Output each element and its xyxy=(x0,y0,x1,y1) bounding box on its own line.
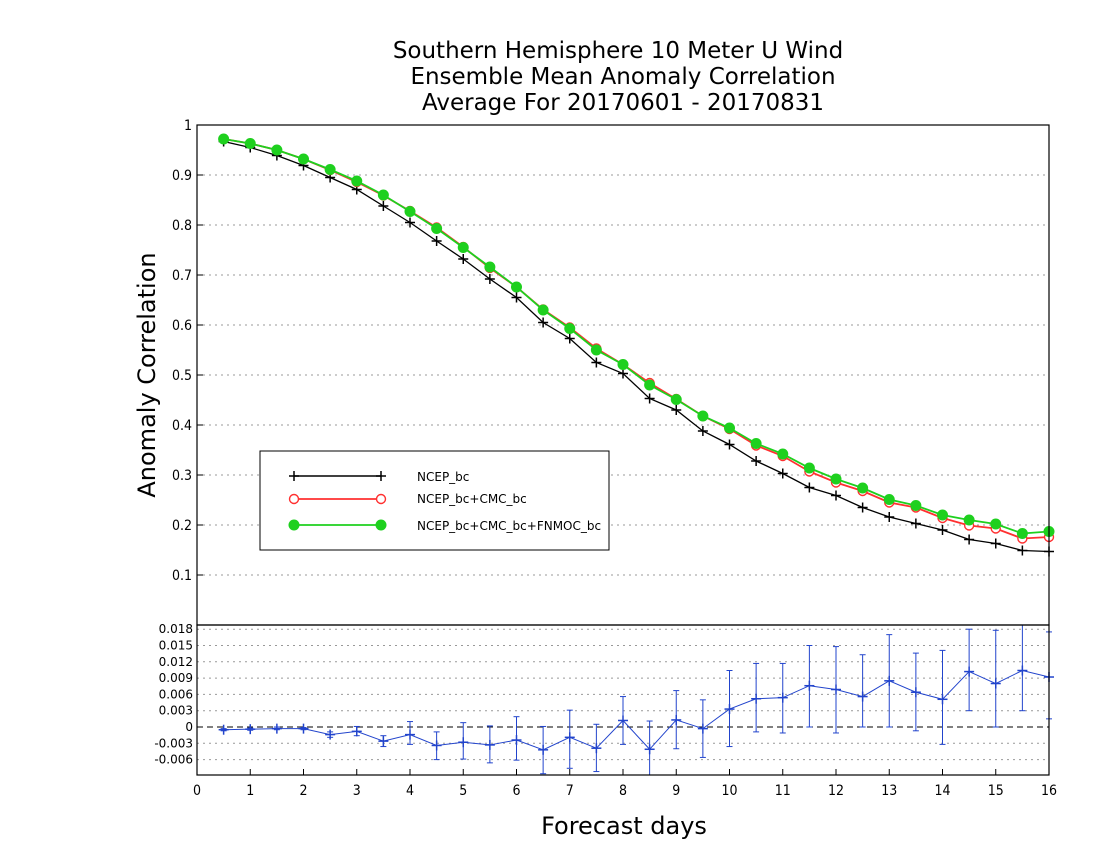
y-axis-label: Anomaly Correlation xyxy=(133,252,161,497)
xtick-label: 7 xyxy=(566,783,574,799)
axis-ticks: 0.1 0.2 0.3 0.4 0.5 0.6 0.7 0.8 0.9 1 -0.006 -0.003… xyxy=(154,118,1057,799)
xtick-label: 10 xyxy=(721,783,737,799)
ytick-label-top: 0.8 xyxy=(172,218,192,234)
ytick-label-bottom: -0.003 xyxy=(154,736,193,750)
difference-series xyxy=(218,625,1054,775)
series-point xyxy=(670,394,682,405)
xtick-label: 13 xyxy=(881,783,897,799)
ytick-label-top: 0.3 xyxy=(172,468,192,484)
chart-title-line-1: Southern Hemisphere 10 Meter U Wind xyxy=(393,38,843,64)
ytick-label-bottom: 0.015 xyxy=(159,639,193,653)
ytick-label-bottom: 0 xyxy=(185,720,193,734)
legend-box xyxy=(259,450,610,551)
series-point xyxy=(857,482,869,494)
ytick-label-bottom: -0.006 xyxy=(154,753,193,767)
bottom-panel-series xyxy=(218,625,1054,775)
series-point xyxy=(218,133,230,145)
ytick-label-bottom: 0.006 xyxy=(159,687,193,701)
series-point xyxy=(244,138,256,149)
series-point xyxy=(377,189,389,201)
ytick-label-top: 1 xyxy=(184,118,192,134)
ytick-label-top: 0.7 xyxy=(172,268,192,284)
series-2 xyxy=(218,133,1055,539)
chart-title-line-2: Ensemble Mean Anomaly Correlation xyxy=(410,64,835,90)
series-point xyxy=(937,509,948,521)
legend-marker-2 xyxy=(375,519,387,531)
xtick-label: 4 xyxy=(406,783,414,799)
ytick-label-top: 0.6 xyxy=(172,318,192,334)
series-point xyxy=(431,223,443,234)
xtick-label: 3 xyxy=(353,783,361,799)
series-point xyxy=(298,153,309,165)
legend-label-ncep: NCEP_bc xyxy=(417,470,469,484)
xtick-label: 1 xyxy=(246,783,254,799)
series-point xyxy=(803,462,815,474)
series-point xyxy=(484,261,496,273)
difference-line xyxy=(223,669,1050,751)
legend-marker-2 xyxy=(288,519,300,531)
xtick-label: 8 xyxy=(619,783,627,799)
legend: NCEP_bc NCEP_bc+CMC_bc NCEP_bc+CMC_bc+FN… xyxy=(259,450,610,551)
xtick-label: 6 xyxy=(512,783,520,799)
top-panel-series xyxy=(218,133,1055,557)
ytick-label-bottom: 0.003 xyxy=(159,704,193,718)
ytick-label-top: 0.2 xyxy=(172,518,192,534)
ytick-label-top: 0.1 xyxy=(172,568,192,584)
ytick-label-bottom: 0.009 xyxy=(159,671,193,685)
series-point xyxy=(777,448,789,460)
xtick-label: 5 xyxy=(459,783,467,799)
series-point xyxy=(910,500,922,511)
series-point xyxy=(697,410,709,422)
series-point xyxy=(271,144,283,156)
xtick-label: 15 xyxy=(988,783,1004,799)
ytick-label-bottom: 0.018 xyxy=(159,622,193,636)
series-point xyxy=(830,473,842,485)
series-point xyxy=(564,323,576,334)
chart-title-line-3: Average For 20170601 - 20170831 xyxy=(422,90,824,116)
series-point xyxy=(537,304,549,316)
series-point xyxy=(457,242,469,253)
xtick-label: 11 xyxy=(775,783,791,799)
series-point xyxy=(724,422,735,434)
panel-frames xyxy=(196,124,1050,776)
xtick-label: 12 xyxy=(828,783,844,799)
series-point xyxy=(963,514,975,526)
xtick-label: 2 xyxy=(299,783,307,799)
series-point xyxy=(1016,528,1028,539)
series-point xyxy=(750,438,762,449)
legend-marker-1 xyxy=(375,493,387,505)
series-point xyxy=(883,494,895,505)
series-point xyxy=(990,518,1002,530)
series-point xyxy=(617,359,629,370)
ytick-label-top: 0.4 xyxy=(172,418,192,434)
legend-label-ncep-cmc-fnmoc: NCEP_bc+CMC_bc+FNMOC_bc xyxy=(417,519,601,533)
series-point xyxy=(351,175,363,187)
series-point xyxy=(404,206,416,217)
xtick-label: 16 xyxy=(1041,783,1057,799)
series-point xyxy=(644,379,656,391)
series-line xyxy=(223,140,1050,553)
legend-label-ncep-cmc: NCEP_bc+CMC_bc xyxy=(417,492,527,506)
xtick-label: 9 xyxy=(672,783,680,799)
series-0 xyxy=(218,136,1054,557)
xtick-label: 0 xyxy=(193,783,201,799)
ytick-label-top: 0.9 xyxy=(172,168,192,184)
ytick-label-bottom: 0.012 xyxy=(159,655,193,669)
series-point xyxy=(590,344,602,356)
ytick-label-top: 0.5 xyxy=(172,368,192,384)
x-axis-label: Forecast days xyxy=(541,812,707,840)
xtick-label: 14 xyxy=(934,783,950,799)
series-point xyxy=(511,281,522,293)
series-point xyxy=(324,164,336,175)
legend-marker-1 xyxy=(288,493,300,505)
